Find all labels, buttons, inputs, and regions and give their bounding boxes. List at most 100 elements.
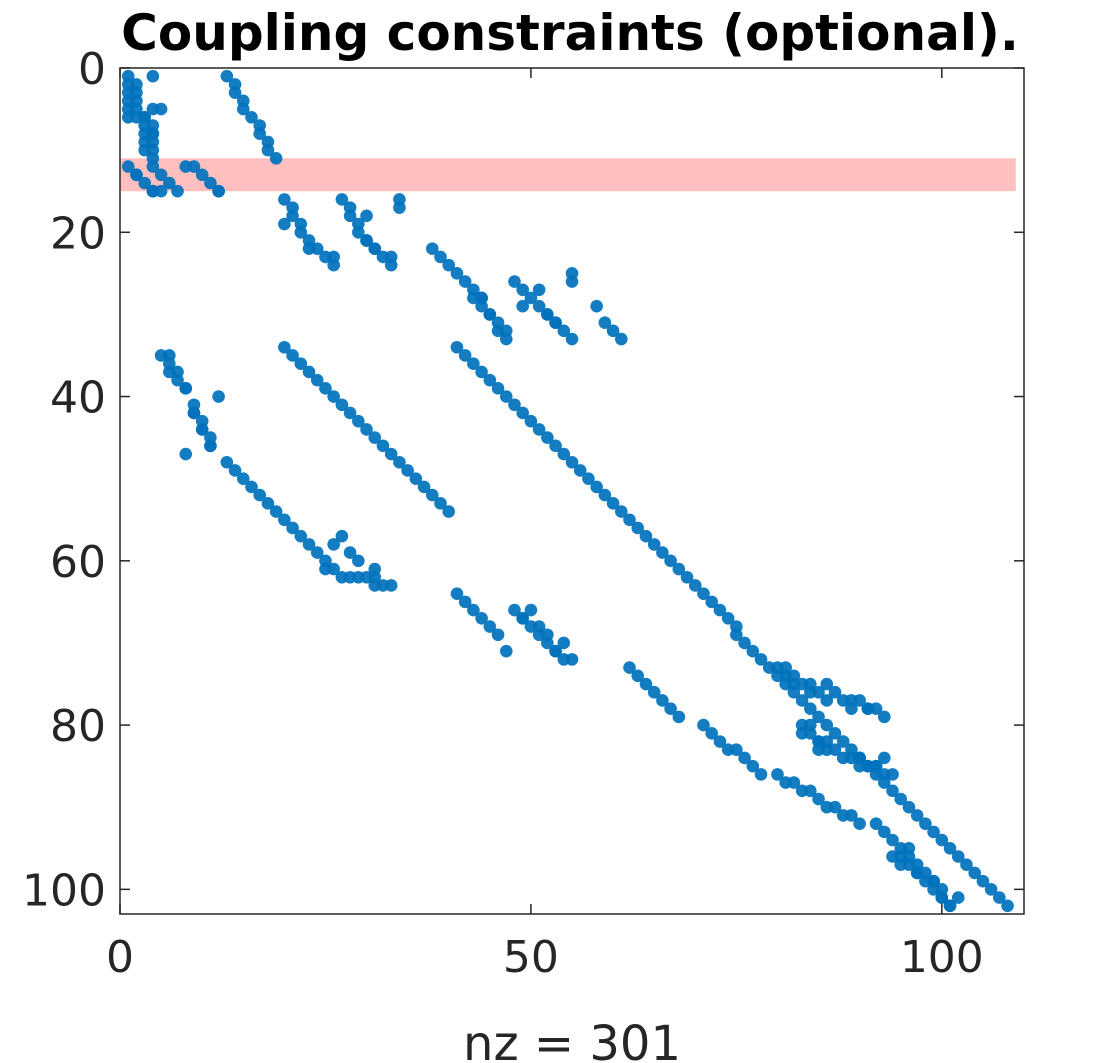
matrix-point xyxy=(861,702,875,715)
matrix-point xyxy=(212,184,225,198)
matrix-point xyxy=(450,587,464,600)
matrix-point xyxy=(713,735,727,748)
matrix-point xyxy=(812,792,825,806)
matrix-point xyxy=(738,636,751,650)
matrix-point xyxy=(319,382,332,395)
matrix-point xyxy=(335,398,349,412)
matrix-point xyxy=(491,382,505,395)
matrix-point xyxy=(557,324,571,338)
matrix-point xyxy=(187,406,201,420)
y-tick-label: 0 xyxy=(78,44,106,95)
matrix-point xyxy=(154,168,168,182)
matrix-point xyxy=(442,505,456,518)
matrix-point xyxy=(352,414,365,428)
matrix-point xyxy=(171,184,184,198)
matrix-point xyxy=(845,694,858,707)
matrix-point xyxy=(943,899,957,913)
matrix-point xyxy=(960,858,973,872)
matrix-point xyxy=(228,86,242,99)
matrix-point xyxy=(393,455,406,469)
matrix-point xyxy=(245,110,258,124)
matrix-point xyxy=(327,390,340,403)
x-tick-label: 100 xyxy=(900,932,984,983)
matrix-point xyxy=(491,324,505,338)
matrix-point xyxy=(894,792,908,806)
matrix-point xyxy=(541,308,554,321)
matrix-point xyxy=(557,636,571,650)
matrix-point xyxy=(795,727,809,740)
matrix-point xyxy=(524,603,538,617)
matrix-point xyxy=(935,833,949,847)
matrix-point xyxy=(335,193,349,206)
matrix-point xyxy=(919,866,932,880)
matrix-point xyxy=(220,69,234,83)
matrix-point xyxy=(812,710,825,724)
matrix-point xyxy=(286,209,299,223)
matrix-point xyxy=(541,431,554,444)
matrix-point xyxy=(360,423,373,436)
matrix-point xyxy=(393,201,406,214)
matrix-point xyxy=(121,160,135,173)
matrix-point xyxy=(352,554,365,568)
matrix-point xyxy=(902,841,916,855)
matrix-point xyxy=(163,365,176,379)
matrix-point xyxy=(294,529,308,543)
matrix-point xyxy=(787,776,801,789)
matrix-point xyxy=(927,874,940,888)
matrix-point xyxy=(623,513,636,527)
matrix-point xyxy=(458,595,472,609)
matrix-point xyxy=(804,702,817,715)
matrix-point xyxy=(467,357,480,370)
matrix-point xyxy=(310,373,324,387)
matrix-point xyxy=(647,538,661,551)
highlight-band xyxy=(120,158,1016,192)
matrix-point xyxy=(853,751,866,765)
matrix-point xyxy=(853,817,866,830)
matrix-point xyxy=(598,316,612,329)
matrix-point xyxy=(516,612,529,625)
highlight-layer xyxy=(120,158,1016,192)
matrix-point xyxy=(647,685,661,699)
matrix-point xyxy=(532,283,546,297)
matrix-point xyxy=(984,883,998,896)
matrix-point xyxy=(886,768,899,781)
matrix-point xyxy=(606,497,620,510)
matrix-point xyxy=(606,324,620,338)
matrix-point xyxy=(310,546,324,559)
matrix-point xyxy=(549,316,562,329)
matrix-point xyxy=(499,390,513,403)
points-layer xyxy=(121,69,1014,913)
matrix-point xyxy=(713,603,727,617)
matrix-point xyxy=(820,694,834,707)
matrix-point xyxy=(286,349,299,362)
matrix-point xyxy=(508,398,521,412)
matrix-point xyxy=(417,480,431,494)
matrix-point xyxy=(721,612,735,625)
matrix-point xyxy=(368,562,382,576)
matrix-point xyxy=(302,538,316,551)
matrix-point xyxy=(278,513,291,527)
matrix-point xyxy=(565,455,579,469)
matrix-point xyxy=(475,365,488,379)
matrix-point xyxy=(639,529,653,543)
x-axis-label: nz = 301 xyxy=(463,1016,681,1063)
matrix-point xyxy=(943,841,957,855)
matrix-point xyxy=(730,743,743,757)
matrix-point xyxy=(910,858,924,872)
matrix-point xyxy=(467,603,480,617)
matrix-point xyxy=(434,497,447,510)
matrix-point xyxy=(532,299,546,313)
matrix-point xyxy=(672,562,686,576)
matrix-point xyxy=(869,817,883,830)
matrix-point xyxy=(163,176,176,190)
matrix-point xyxy=(228,464,242,477)
matrix-point xyxy=(220,455,234,469)
matrix-point xyxy=(754,768,768,781)
matrix-point xyxy=(327,538,340,551)
matrix-point xyxy=(154,102,168,116)
matrix-point xyxy=(697,718,710,732)
matrix-point xyxy=(442,258,456,272)
matrix-point xyxy=(746,644,760,658)
matrix-point xyxy=(516,299,529,313)
